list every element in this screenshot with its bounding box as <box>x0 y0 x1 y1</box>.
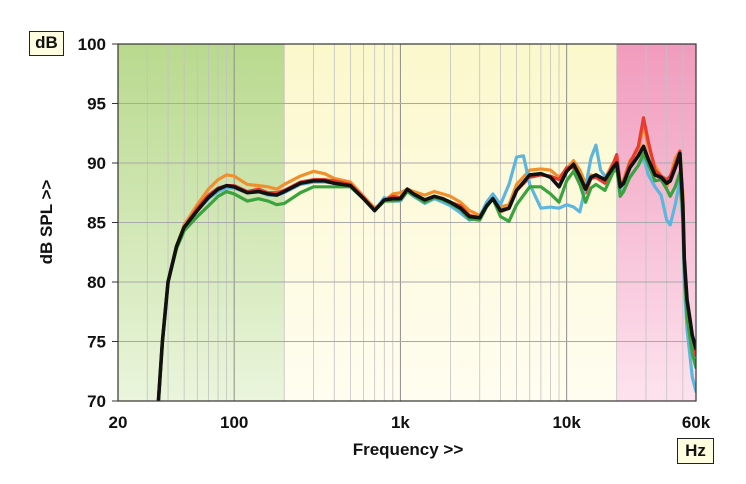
y-tick-label: 80 <box>87 273 106 292</box>
y-tick-label: 95 <box>87 95 106 114</box>
y-tick-labels: 70 75 80 85 90 95 100 <box>78 35 118 411</box>
x-tick-labels: 20 100 1k 10k 60k <box>109 413 711 432</box>
y-tick-label: 70 <box>87 392 106 411</box>
x-axis-title: Frequency >> <box>353 440 464 459</box>
response-curves <box>156 116 696 401</box>
series-line-4 <box>156 144 696 401</box>
y-tick-label: 75 <box>87 333 106 352</box>
y-tick-label: 100 <box>78 35 106 54</box>
grid-lines <box>118 44 696 401</box>
x-tick-label: 10k <box>552 413 581 432</box>
x-tick-label: 60k <box>682 413 711 432</box>
y-axis-title: dB SPL >> <box>37 180 56 265</box>
x-tick-label: 1k <box>391 413 410 432</box>
x-unit-label: Hz <box>677 438 714 464</box>
y-unit-label: dB <box>29 31 64 56</box>
x-tick-label: 100 <box>220 413 248 432</box>
y-tick-label: 90 <box>87 154 106 173</box>
x-tick-label: 20 <box>109 413 128 432</box>
y-tick-label: 85 <box>87 214 106 233</box>
